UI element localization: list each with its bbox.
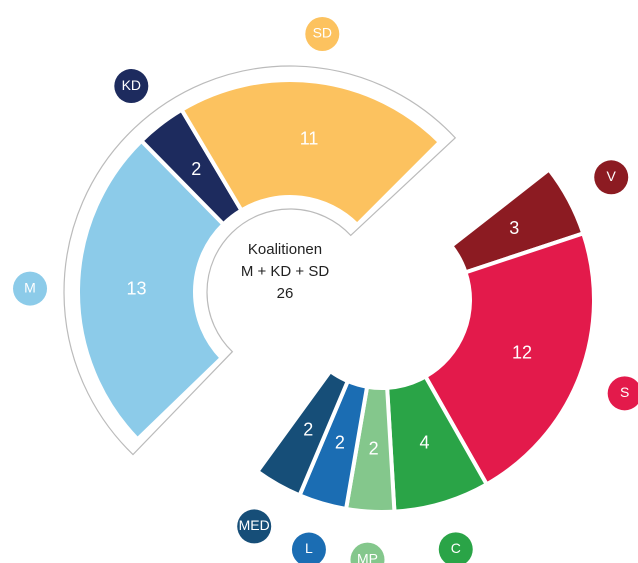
value-label: 2 xyxy=(303,419,313,439)
party-badge xyxy=(438,532,473,563)
party-label: C xyxy=(451,540,461,556)
party-label: KD xyxy=(122,77,141,93)
party-badge xyxy=(237,509,272,544)
party-badge xyxy=(594,160,629,195)
segment xyxy=(422,230,596,488)
party-label: V xyxy=(607,168,617,184)
value-label: 2 xyxy=(369,439,379,459)
segment xyxy=(178,78,443,228)
center-subtitle: M + KD + SD xyxy=(241,263,330,280)
value-label: 11 xyxy=(300,128,319,148)
party-badge xyxy=(350,542,385,563)
party-badge xyxy=(305,17,340,52)
party-label: SD xyxy=(313,25,332,41)
party-label: M xyxy=(24,279,36,295)
value-label: 2 xyxy=(191,159,201,179)
value-label: 12 xyxy=(512,343,532,363)
segments xyxy=(76,78,596,514)
party-label: S xyxy=(620,384,629,400)
segment xyxy=(76,137,227,443)
party-label: MP xyxy=(357,550,378,563)
party-badge xyxy=(607,376,638,411)
center-title: Koalitionen xyxy=(248,241,322,258)
party-label: L xyxy=(305,540,313,556)
party-badge xyxy=(13,271,48,306)
value-label: 13 xyxy=(126,279,146,299)
party-badge xyxy=(114,69,149,104)
center-total: 26 xyxy=(277,285,294,302)
value-label: 4 xyxy=(420,433,430,453)
segment xyxy=(254,368,351,498)
value-label: 3 xyxy=(509,218,519,238)
party-badge xyxy=(291,532,326,563)
party-label: MED xyxy=(239,517,270,533)
value-label: 2 xyxy=(335,433,345,453)
